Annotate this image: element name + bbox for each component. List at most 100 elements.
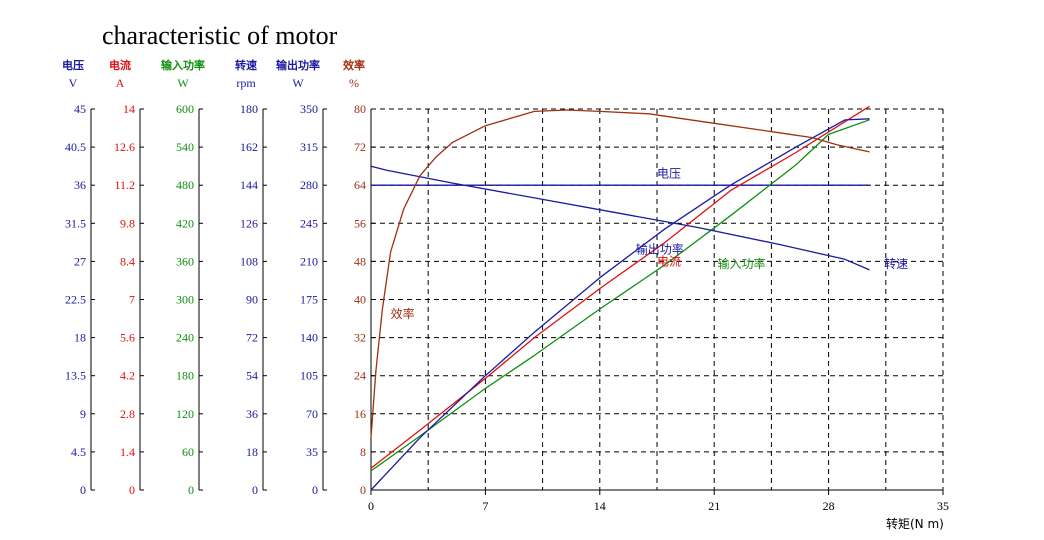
axis-current-tick-label: 7 — [129, 293, 135, 307]
axis-speed-tick-label: 144 — [240, 178, 258, 192]
axis-voltage-tick-label: 13.5 — [65, 369, 86, 383]
axis-efficiency-name: 效率 — [343, 58, 365, 72]
axis-voltage-tick-label: 22.5 — [65, 293, 86, 307]
series-line-speed — [370, 165, 870, 271]
axis-voltage-unit: V — [69, 76, 78, 90]
x-axis-tick-label: 21 — [708, 499, 720, 513]
axis-input_power-tick-label: 300 — [176, 293, 194, 307]
axis-speed-tick-label: 162 — [240, 140, 258, 154]
axis-speed-unit: rpm — [236, 76, 256, 90]
axis-efficiency-tick-label: 72 — [354, 140, 366, 154]
x-axis-tick-label: 14 — [594, 499, 606, 513]
axis-output_power-tick-label: 210 — [300, 254, 318, 268]
series-line-input_power — [370, 119, 870, 472]
axis-output_power-tick-label: 0 — [312, 483, 318, 497]
axis-current-tick-label: 0 — [129, 483, 135, 497]
x-axis-label: 转矩(N m) — [886, 516, 944, 531]
x-axis-tick-label: 28 — [823, 499, 835, 513]
axis-efficiency-tick-label: 80 — [354, 102, 366, 116]
axis-output_power-tick-label: 175 — [300, 293, 318, 307]
axis-input_power-tick-label: 540 — [176, 140, 194, 154]
series-label: 输入功率 — [717, 256, 765, 271]
axis-speed-tick-label: 72 — [246, 331, 258, 345]
axis-input_power-tick-label: 0 — [188, 483, 194, 497]
axis-efficiency-tick-label: 0 — [360, 483, 366, 497]
axis-current-tick-label: 4.2 — [120, 369, 135, 383]
axis-input_power-tick-label: 420 — [176, 216, 194, 230]
axis-efficiency-tick-label: 8 — [360, 445, 366, 459]
axis-current-tick-label: 11.2 — [114, 178, 135, 192]
axis-current-tick-label: 5.6 — [120, 331, 135, 345]
axis-input_power-tick-label: 480 — [176, 178, 194, 192]
chart-title: characteristic of motor — [102, 21, 338, 50]
axis-voltage-tick-label: 4.5 — [71, 445, 86, 459]
series-label: 电流 — [657, 254, 681, 268]
series-line-output_power — [370, 118, 870, 491]
axis-input_power-tick-label: 360 — [176, 254, 194, 268]
axis-efficiency-tick-label: 16 — [354, 407, 366, 421]
axis-efficiency-unit: % — [349, 76, 359, 90]
axis-voltage-tick-label: 31.5 — [65, 216, 86, 230]
axis-input_power-tick-label: 180 — [176, 369, 194, 383]
series-line-efficiency — [370, 109, 870, 438]
axis-efficiency-tick-label: 24 — [354, 369, 366, 383]
value-axes: 电压 V 0 4.5 9 13.5 18 22.5 27 31.5 36 40.5 45 电流 A 0 1.4 2… — [62, 58, 375, 497]
axis-efficiency-tick-label: 40 — [354, 293, 366, 307]
axis-output_power-tick-label: 350 — [300, 102, 318, 116]
series-line-current — [370, 105, 870, 469]
axis-current-tick-label: 12.6 — [114, 140, 135, 154]
axis-current-tick-label: 9.8 — [120, 216, 135, 230]
axis-output_power-unit: W — [292, 76, 304, 90]
axis-voltage-tick-label: 36 — [74, 178, 86, 192]
axis-speed-tick-label: 0 — [252, 483, 258, 497]
x-axis-tick-label: 35 — [937, 499, 949, 513]
axis-output_power-tick-label: 35 — [306, 445, 318, 459]
axis-output_power-tick-label: 140 — [300, 331, 318, 345]
axis-current-tick-label: 2.8 — [120, 407, 135, 421]
axis-current-tick-label: 8.4 — [120, 254, 135, 268]
axis-voltage-tick-label: 27 — [74, 254, 86, 268]
axis-output_power-name: 输出功率 — [276, 58, 320, 72]
axis-voltage-tick-label: 45 — [74, 102, 86, 116]
axis-output_power-tick-label: 245 — [300, 216, 318, 230]
axis-efficiency-tick-label: 56 — [354, 216, 366, 230]
x-axis-tick-label: 7 — [482, 499, 488, 513]
axis-efficiency-tick-label: 64 — [354, 178, 366, 192]
axis-output_power-tick-label: 105 — [300, 369, 318, 383]
axis-voltage-tick-label: 9 — [80, 407, 86, 421]
axis-input_power-tick-label: 240 — [176, 331, 194, 345]
axis-speed-name: 转速 — [235, 58, 257, 72]
axis-input_power-tick-label: 60 — [182, 445, 194, 459]
axis-current-tick-label: 14 — [123, 102, 135, 116]
series-label: 转速 — [884, 256, 908, 271]
axis-current-tick-label: 1.4 — [120, 445, 135, 459]
x-axis-tick-label: 0 — [368, 499, 374, 513]
axis-current-name: 电流 — [109, 58, 131, 72]
axis-voltage-tick-label: 0 — [80, 483, 86, 497]
axis-voltage-tick-label: 18 — [74, 331, 86, 345]
axis-output_power-tick-label: 280 — [300, 178, 318, 192]
axis-speed-tick-label: 36 — [246, 407, 258, 421]
axis-output_power-tick-label: 70 — [306, 407, 318, 421]
series-label: 输出功率 — [636, 241, 684, 256]
axis-input_power-tick-label: 600 — [176, 102, 194, 116]
axis-input_power-unit: W — [177, 76, 189, 90]
series-label: 电压 — [657, 166, 681, 180]
axis-speed-tick-label: 108 — [240, 254, 258, 268]
axis-output_power-tick-label: 315 — [300, 140, 318, 154]
axis-current-unit: A — [116, 76, 125, 90]
axis-speed-tick-label: 90 — [246, 293, 258, 307]
axis-voltage-name: 电压 — [62, 58, 84, 72]
axis-voltage-tick-label: 40.5 — [65, 140, 86, 154]
axis-efficiency-tick-label: 32 — [354, 331, 366, 345]
axis-speed-tick-label: 180 — [240, 102, 258, 116]
axis-speed-tick-label: 18 — [246, 445, 258, 459]
axis-efficiency-tick-label: 48 — [354, 254, 366, 268]
series-label: 效率 — [391, 306, 415, 321]
axis-input_power-tick-label: 120 — [176, 407, 194, 421]
axis-input_power-name: 输入功率 — [161, 58, 205, 72]
axis-speed-tick-label: 54 — [246, 369, 258, 383]
axis-speed-tick-label: 126 — [240, 216, 258, 230]
